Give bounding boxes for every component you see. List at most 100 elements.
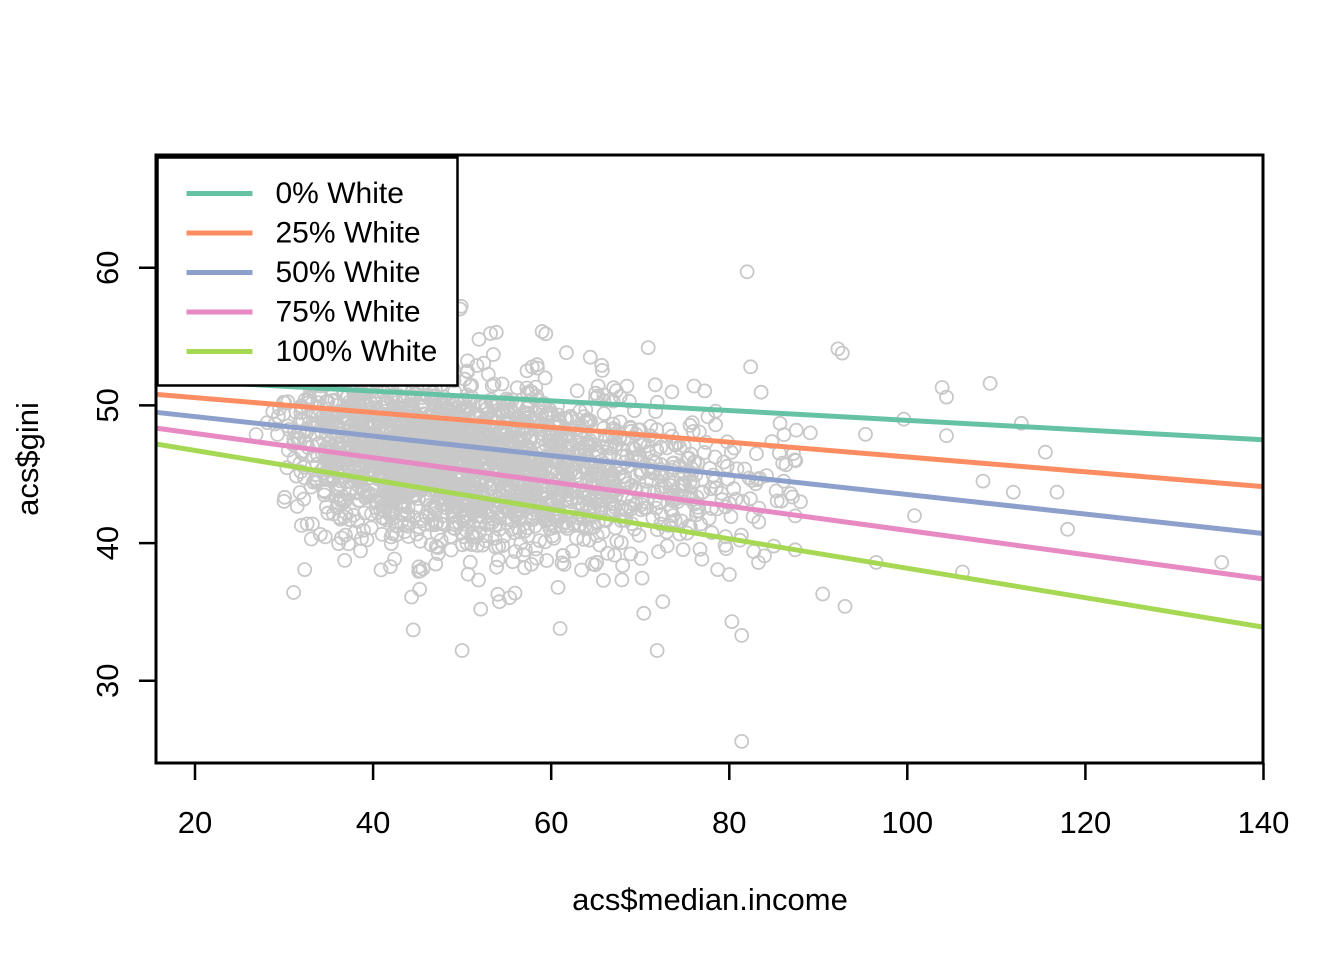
scatter-point bbox=[664, 384, 680, 400]
scatter-point bbox=[412, 581, 428, 597]
scatter-point bbox=[710, 562, 726, 577]
scatter-point bbox=[718, 541, 734, 557]
legend-entry-25-white: 25% White bbox=[186, 217, 421, 250]
scatter-point bbox=[497, 528, 512, 544]
scatter-point bbox=[587, 499, 602, 515]
scatter-point bbox=[934, 380, 950, 395]
scatter-point bbox=[478, 411, 494, 427]
scatter-point bbox=[751, 555, 766, 570]
scatter-point bbox=[501, 511, 517, 527]
scatter-point bbox=[362, 392, 378, 408]
scatter-point bbox=[550, 407, 566, 423]
legend: 0% White 25% White 50% White 75% White 100% … bbox=[156, 156, 459, 387]
scatter-point bbox=[772, 415, 788, 431]
legend-entry-label: 0% White bbox=[276, 177, 404, 210]
scatter-point bbox=[636, 605, 652, 621]
scatter-point bbox=[508, 544, 523, 559]
scatter-point bbox=[331, 536, 347, 551]
scatter-point bbox=[562, 465, 578, 481]
scatter-point bbox=[484, 378, 500, 394]
scatter-point bbox=[614, 572, 630, 588]
scatter-point bbox=[303, 531, 319, 547]
scatter-point bbox=[837, 599, 853, 614]
scatter-point bbox=[460, 566, 476, 582]
scatter-point bbox=[769, 493, 785, 509]
scatter-point bbox=[675, 542, 691, 557]
scatter-point bbox=[383, 536, 399, 551]
scatter-point bbox=[524, 509, 539, 525]
scatter-point bbox=[1038, 444, 1053, 460]
legend-entry-0-white: 0% White bbox=[186, 177, 404, 210]
scatter-point bbox=[485, 347, 501, 362]
y-axis-tick-label: 50 bbox=[90, 388, 125, 422]
scatter-point bbox=[359, 532, 375, 548]
scatter-point bbox=[672, 458, 688, 474]
y-axis-tick-label: 60 bbox=[90, 250, 125, 284]
scatter-point bbox=[605, 421, 621, 437]
x-axis-tick-label: 100 bbox=[881, 805, 933, 840]
scatter-point bbox=[509, 380, 525, 396]
scatter-point bbox=[689, 507, 704, 523]
x-axis-title: acs$median.income bbox=[572, 882, 848, 917]
scatter-point bbox=[300, 395, 316, 411]
regression-line-25-white bbox=[155, 391, 1264, 490]
scatter-point bbox=[455, 508, 471, 523]
scatter-point bbox=[384, 526, 400, 542]
x-axis-tick-label: 140 bbox=[1238, 805, 1290, 840]
scatter-point bbox=[512, 524, 527, 540]
scatter-point bbox=[550, 580, 566, 595]
scatter-point bbox=[568, 464, 584, 480]
scatter-point bbox=[517, 560, 533, 576]
regression-line-100-white bbox=[155, 441, 1264, 630]
scatter-point bbox=[381, 463, 396, 479]
legend-entry-100-white: 100% White bbox=[186, 335, 437, 368]
scatter-point bbox=[338, 505, 354, 521]
scatter-point bbox=[383, 486, 399, 502]
y-axis-title: acs$gini bbox=[10, 402, 45, 516]
scatter-point bbox=[694, 485, 710, 501]
scatter-point bbox=[509, 430, 525, 446]
scatter-point bbox=[634, 570, 650, 586]
scatter-point bbox=[317, 529, 333, 545]
scatter-point bbox=[301, 409, 317, 425]
scatter-point bbox=[606, 380, 621, 396]
scatter-point bbox=[724, 614, 740, 629]
scatter-point bbox=[491, 594, 507, 610]
scatter-point bbox=[523, 430, 539, 446]
scatter-point bbox=[464, 537, 480, 553]
scatter-point bbox=[460, 353, 476, 369]
scatter-point bbox=[538, 326, 554, 342]
scatter-point bbox=[415, 467, 431, 483]
scatter-point bbox=[401, 515, 417, 531]
scatter-point bbox=[775, 455, 791, 471]
scatter-point bbox=[647, 377, 663, 393]
scatter-point bbox=[379, 455, 395, 471]
scatter-point bbox=[600, 546, 615, 561]
scatter-point bbox=[301, 389, 317, 405]
scatter-point bbox=[483, 326, 498, 341]
scatter-point bbox=[494, 376, 510, 392]
scatter-point bbox=[708, 480, 724, 496]
scatter-point bbox=[353, 543, 368, 559]
scatter-point bbox=[486, 376, 502, 392]
scatter-point bbox=[491, 510, 507, 525]
scatter-point bbox=[387, 551, 403, 567]
scatter-point bbox=[654, 479, 670, 494]
scatter-point bbox=[454, 643, 470, 658]
scatter-point bbox=[382, 559, 398, 574]
scatter-point bbox=[1060, 521, 1075, 537]
scatter-point bbox=[412, 533, 428, 549]
scatter-point bbox=[532, 533, 547, 548]
scatter-point bbox=[646, 484, 662, 500]
scatter-point bbox=[456, 529, 472, 545]
scatter-point bbox=[528, 541, 544, 557]
scatter-point bbox=[556, 557, 572, 572]
scatter-point bbox=[975, 473, 991, 489]
scatter-point bbox=[609, 437, 624, 453]
scatter-point bbox=[511, 473, 527, 489]
scatter-point bbox=[286, 585, 302, 600]
legend-entry-label: 50% White bbox=[276, 256, 421, 289]
scatter-point bbox=[305, 474, 321, 490]
